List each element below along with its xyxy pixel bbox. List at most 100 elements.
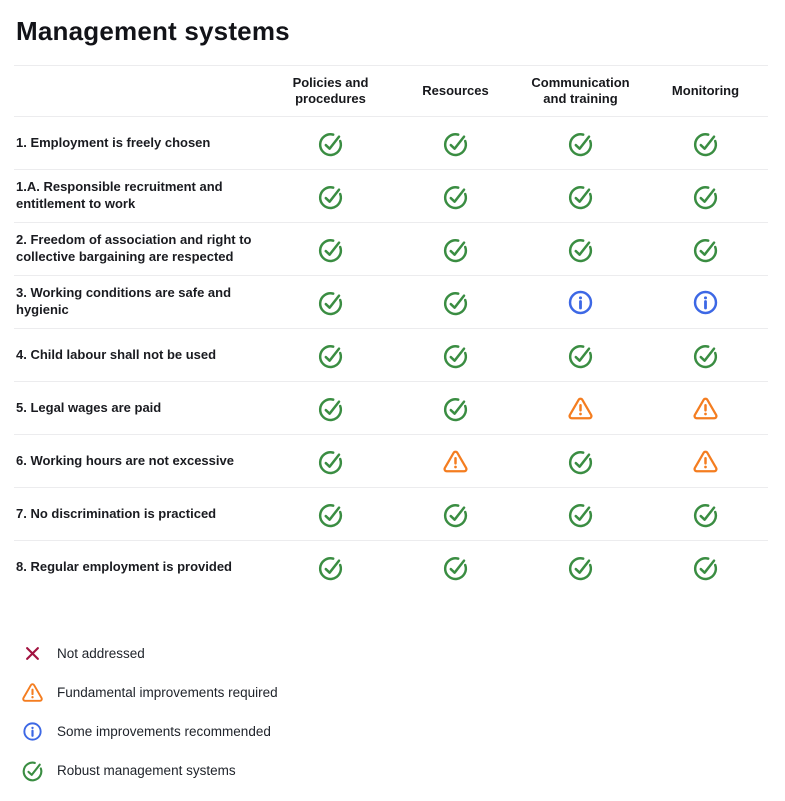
- check-circle-icon: [692, 554, 719, 581]
- check-circle-icon: [442, 395, 469, 422]
- row-label: 7. No discrimination is practiced: [16, 505, 217, 521]
- column-header-resources: Resources: [422, 82, 489, 98]
- status-cell: [643, 554, 768, 581]
- check-circle-icon: [692, 342, 719, 369]
- table-row: 3. Working conditions are safe and hygie…: [14, 275, 768, 328]
- check-circle-icon: [442, 289, 469, 316]
- header-spacer: [14, 82, 268, 100]
- check-circle-icon: [567, 130, 594, 157]
- page-title: Management systems: [16, 16, 290, 46]
- row-label-cell: 2. Freedom of association and right to c…: [14, 223, 268, 275]
- check-circle-icon: [692, 130, 719, 157]
- status-cell: [268, 448, 393, 475]
- status-cell: [518, 448, 643, 475]
- status-cell: [393, 289, 518, 316]
- status-cell: [518, 501, 643, 528]
- status-cell: [518, 183, 643, 210]
- legend-label: Fundamental improvements required: [57, 684, 278, 700]
- status-cell: [393, 130, 518, 157]
- status-cell: [518, 236, 643, 263]
- row-label-cell: 1. Employment is freely chosen: [14, 126, 268, 161]
- column-header-monitoring: Monitoring: [671, 82, 740, 98]
- status-cell: [268, 289, 393, 316]
- row-label: 1. Employment is freely chosen: [16, 134, 211, 150]
- status-cell: [643, 501, 768, 528]
- check-circle-icon: [567, 236, 594, 263]
- check-circle-icon: [567, 554, 594, 581]
- table-row: 4. Child labour shall not be used: [14, 328, 768, 381]
- legend-label: Not addressed: [57, 645, 145, 661]
- info-circle-icon: [692, 289, 719, 316]
- legend-item: Not addressed: [19, 641, 768, 665]
- status-cell: [268, 183, 393, 210]
- legend-item: Robust management systems: [19, 758, 768, 782]
- table-row: 5. Legal wages are paid: [14, 381, 768, 434]
- status-cell: [393, 501, 518, 528]
- status-cell: [518, 554, 643, 581]
- check-circle-icon: [442, 130, 469, 157]
- legend-item: Fundamental improvements required: [19, 680, 768, 704]
- table-row: 1.A. Responsible recruitment and entitle…: [14, 169, 768, 222]
- table-header-row: Policies and procedures Resources Commun…: [14, 65, 768, 116]
- check-circle-icon: [317, 130, 344, 157]
- check-circle-icon: [317, 342, 344, 369]
- check-circle-icon: [442, 183, 469, 210]
- row-label-cell: 6. Working hours are not excessive: [14, 444, 268, 479]
- status-cell: [518, 289, 643, 316]
- check-circle-icon: [442, 501, 469, 528]
- status-cell: [268, 342, 393, 369]
- status-cell: [268, 130, 393, 157]
- status-cell: [518, 130, 643, 157]
- check-circle-icon: [692, 501, 719, 528]
- status-cell: [643, 289, 768, 316]
- status-cell: [393, 395, 518, 422]
- table-row: 6. Working hours are not excessive: [14, 434, 768, 487]
- legend-label: Some improvements recommended: [57, 723, 271, 739]
- status-cell: [268, 501, 393, 528]
- row-label-cell: 7. No discrimination is practiced: [14, 497, 268, 532]
- status-cell: [393, 554, 518, 581]
- table-body: 1. Employment is freely chosen 1.A. Resp…: [14, 116, 768, 593]
- row-label-cell: 8. Regular employment is provided: [14, 550, 268, 585]
- x-icon: [19, 644, 45, 663]
- status-cell: [518, 342, 643, 369]
- info-circle-icon: [19, 721, 45, 742]
- row-label: 1.A. Responsible recruitment and entitle…: [16, 179, 223, 211]
- table-row: 7. No discrimination is practiced: [14, 487, 768, 540]
- warning-triangle-icon: [19, 681, 45, 704]
- status-cell: [518, 395, 643, 422]
- check-circle-icon: [317, 183, 344, 210]
- table-row: 1. Employment is freely chosen: [14, 116, 768, 169]
- row-label-cell: 3. Working conditions are safe and hygie…: [14, 276, 268, 328]
- table-row: 2. Freedom of association and right to c…: [14, 222, 768, 275]
- warning-triangle-icon: [567, 395, 594, 422]
- warning-triangle-icon: [692, 448, 719, 475]
- legend-label: Robust management systems: [57, 762, 236, 778]
- row-label: 5. Legal wages are paid: [16, 399, 162, 415]
- check-circle-icon: [442, 236, 469, 263]
- column-header-policies: Policies and procedures: [292, 74, 369, 106]
- page: Management systems Policies and procedur…: [14, 16, 768, 782]
- info-circle-icon: [567, 289, 594, 316]
- management-systems-table: Policies and procedures Resources Commun…: [14, 65, 768, 593]
- row-label: 3. Working conditions are safe and hygie…: [16, 285, 232, 317]
- status-cell: [393, 448, 518, 475]
- check-circle-icon: [692, 183, 719, 210]
- legend: Not addressed Fundamental improvements r…: [14, 641, 768, 782]
- legend-item: Some improvements recommended: [19, 719, 768, 743]
- status-cell: [643, 130, 768, 157]
- status-cell: [643, 236, 768, 263]
- status-cell: [643, 183, 768, 210]
- check-circle-icon: [567, 342, 594, 369]
- check-circle-icon: [567, 501, 594, 528]
- warning-triangle-icon: [442, 448, 469, 475]
- status-cell: [268, 395, 393, 422]
- status-cell: [393, 183, 518, 210]
- row-label: 2. Freedom of association and right to c…: [16, 232, 252, 264]
- check-circle-icon: [442, 554, 469, 581]
- row-label-cell: 1.A. Responsible recruitment and entitle…: [14, 170, 268, 222]
- row-label-cell: 5. Legal wages are paid: [14, 391, 268, 426]
- column-header-communication: Communication and training: [531, 74, 630, 106]
- row-label: 4. Child labour shall not be used: [16, 346, 217, 362]
- status-cell: [268, 236, 393, 263]
